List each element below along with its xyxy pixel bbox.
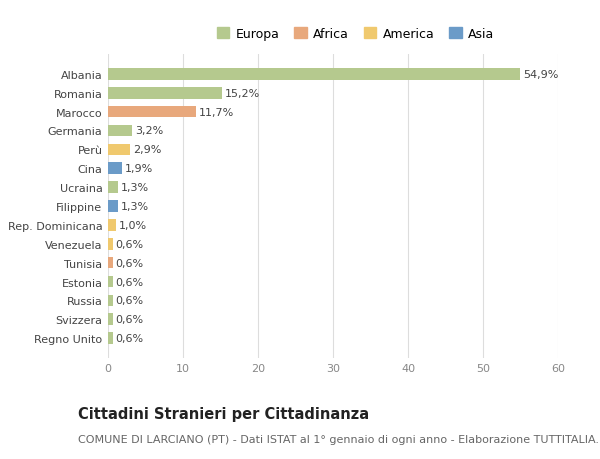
Bar	[108, 238, 113, 250]
Bar	[108, 333, 113, 344]
Bar	[108, 295, 113, 307]
Bar	[108, 144, 130, 156]
Text: 54,9%: 54,9%	[523, 70, 558, 80]
Text: 1,0%: 1,0%	[119, 220, 146, 230]
Bar	[108, 201, 118, 213]
Legend: Europa, Africa, America, Asia: Europa, Africa, America, Asia	[212, 23, 499, 46]
Text: 15,2%: 15,2%	[225, 89, 260, 99]
Bar	[108, 276, 113, 288]
Bar	[108, 219, 115, 231]
Bar	[108, 163, 122, 175]
Bar	[108, 88, 222, 99]
Text: 0,6%: 0,6%	[115, 333, 143, 343]
Text: 0,6%: 0,6%	[115, 258, 143, 268]
Text: 3,2%: 3,2%	[135, 126, 163, 136]
Text: COMUNE DI LARCIANO (PT) - Dati ISTAT al 1° gennaio di ogni anno - Elaborazione T: COMUNE DI LARCIANO (PT) - Dati ISTAT al …	[78, 434, 600, 444]
Bar	[108, 182, 118, 194]
Bar	[108, 125, 132, 137]
Bar	[108, 314, 113, 325]
Bar	[108, 69, 520, 80]
Text: 1,3%: 1,3%	[121, 202, 149, 212]
Bar	[108, 106, 196, 118]
Text: 11,7%: 11,7%	[199, 107, 234, 118]
Text: 1,3%: 1,3%	[121, 183, 149, 193]
Text: 2,9%: 2,9%	[133, 145, 161, 155]
Text: 0,6%: 0,6%	[115, 239, 143, 249]
Text: 0,6%: 0,6%	[115, 314, 143, 325]
Text: Cittadini Stranieri per Cittadinanza: Cittadini Stranieri per Cittadinanza	[78, 406, 369, 421]
Bar	[108, 257, 113, 269]
Text: 0,6%: 0,6%	[115, 296, 143, 306]
Text: 1,9%: 1,9%	[125, 164, 154, 174]
Text: 0,6%: 0,6%	[115, 277, 143, 287]
